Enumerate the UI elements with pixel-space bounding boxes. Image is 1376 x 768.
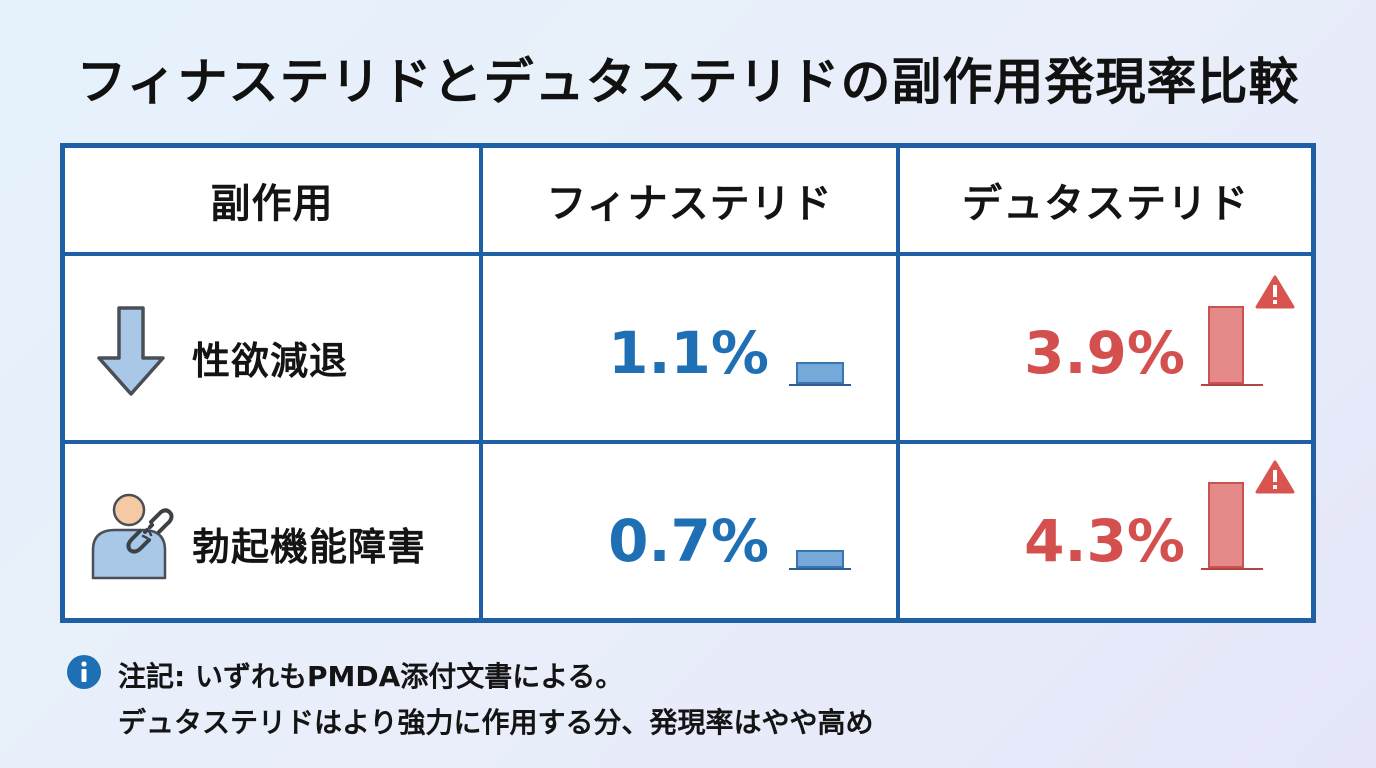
page-title: フィナステリドとデュタステリドの副作用発現率比較 — [76, 53, 1300, 111]
column-divider — [896, 148, 900, 618]
column-divider — [479, 148, 483, 618]
footer-note-2: デュタステリドはより強力に作用する分、発現率はやや高め — [118, 699, 873, 747]
footer-note-line2: デュタステリドはより強力に作用する分、発現率はやや高め — [118, 706, 874, 739]
header-side-effect: 副作用 — [65, 148, 479, 252]
header-dutasteride: デュタステリド — [900, 148, 1311, 252]
comparison-table: 副作用 フィナステリド デュタステリド 性欲減退 1.1% 3.9% — [60, 143, 1316, 623]
bar-baseline — [789, 568, 851, 570]
footer-note: 注記: いずれもPMDA添付文書による。 — [118, 653, 623, 701]
row-divider — [65, 252, 1311, 256]
finasteride-bar — [796, 362, 844, 384]
person-broken-chain-icon — [91, 493, 174, 580]
row-label: 勃起機能障害 — [192, 525, 427, 569]
row-label: 性欲減退 — [192, 339, 349, 383]
bar-baseline — [1201, 384, 1263, 386]
finasteride-value: 0.7% — [608, 507, 769, 575]
row-divider — [65, 440, 1311, 444]
footer-note-line1: 注記: いずれもPMDA添付文書による。 — [118, 660, 624, 693]
dutasteride-value: 4.3% — [1024, 507, 1185, 575]
dutasteride-value: 3.9% — [1024, 319, 1185, 387]
header-finasteride-label: フィナステリド — [546, 181, 833, 227]
warning-icon — [1255, 460, 1295, 494]
header-finasteride: フィナステリド — [483, 148, 896, 252]
warning-icon — [1255, 275, 1295, 309]
finasteride-value: 1.1% — [608, 319, 769, 387]
dutasteride-bar — [1208, 482, 1244, 568]
dutasteride-bar — [1208, 306, 1244, 384]
bar-baseline — [1201, 568, 1263, 570]
info-icon — [67, 655, 101, 689]
finasteride-bar — [796, 550, 844, 568]
header-side-effect-label: 副作用 — [210, 181, 334, 227]
down-arrow-icon — [97, 306, 165, 396]
bar-baseline — [789, 384, 851, 386]
header-dutasteride-label: デュタステリド — [962, 181, 1249, 227]
